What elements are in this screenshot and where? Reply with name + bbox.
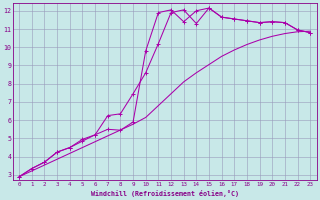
X-axis label: Windchill (Refroidissement éolien,°C): Windchill (Refroidissement éolien,°C)	[91, 190, 239, 197]
